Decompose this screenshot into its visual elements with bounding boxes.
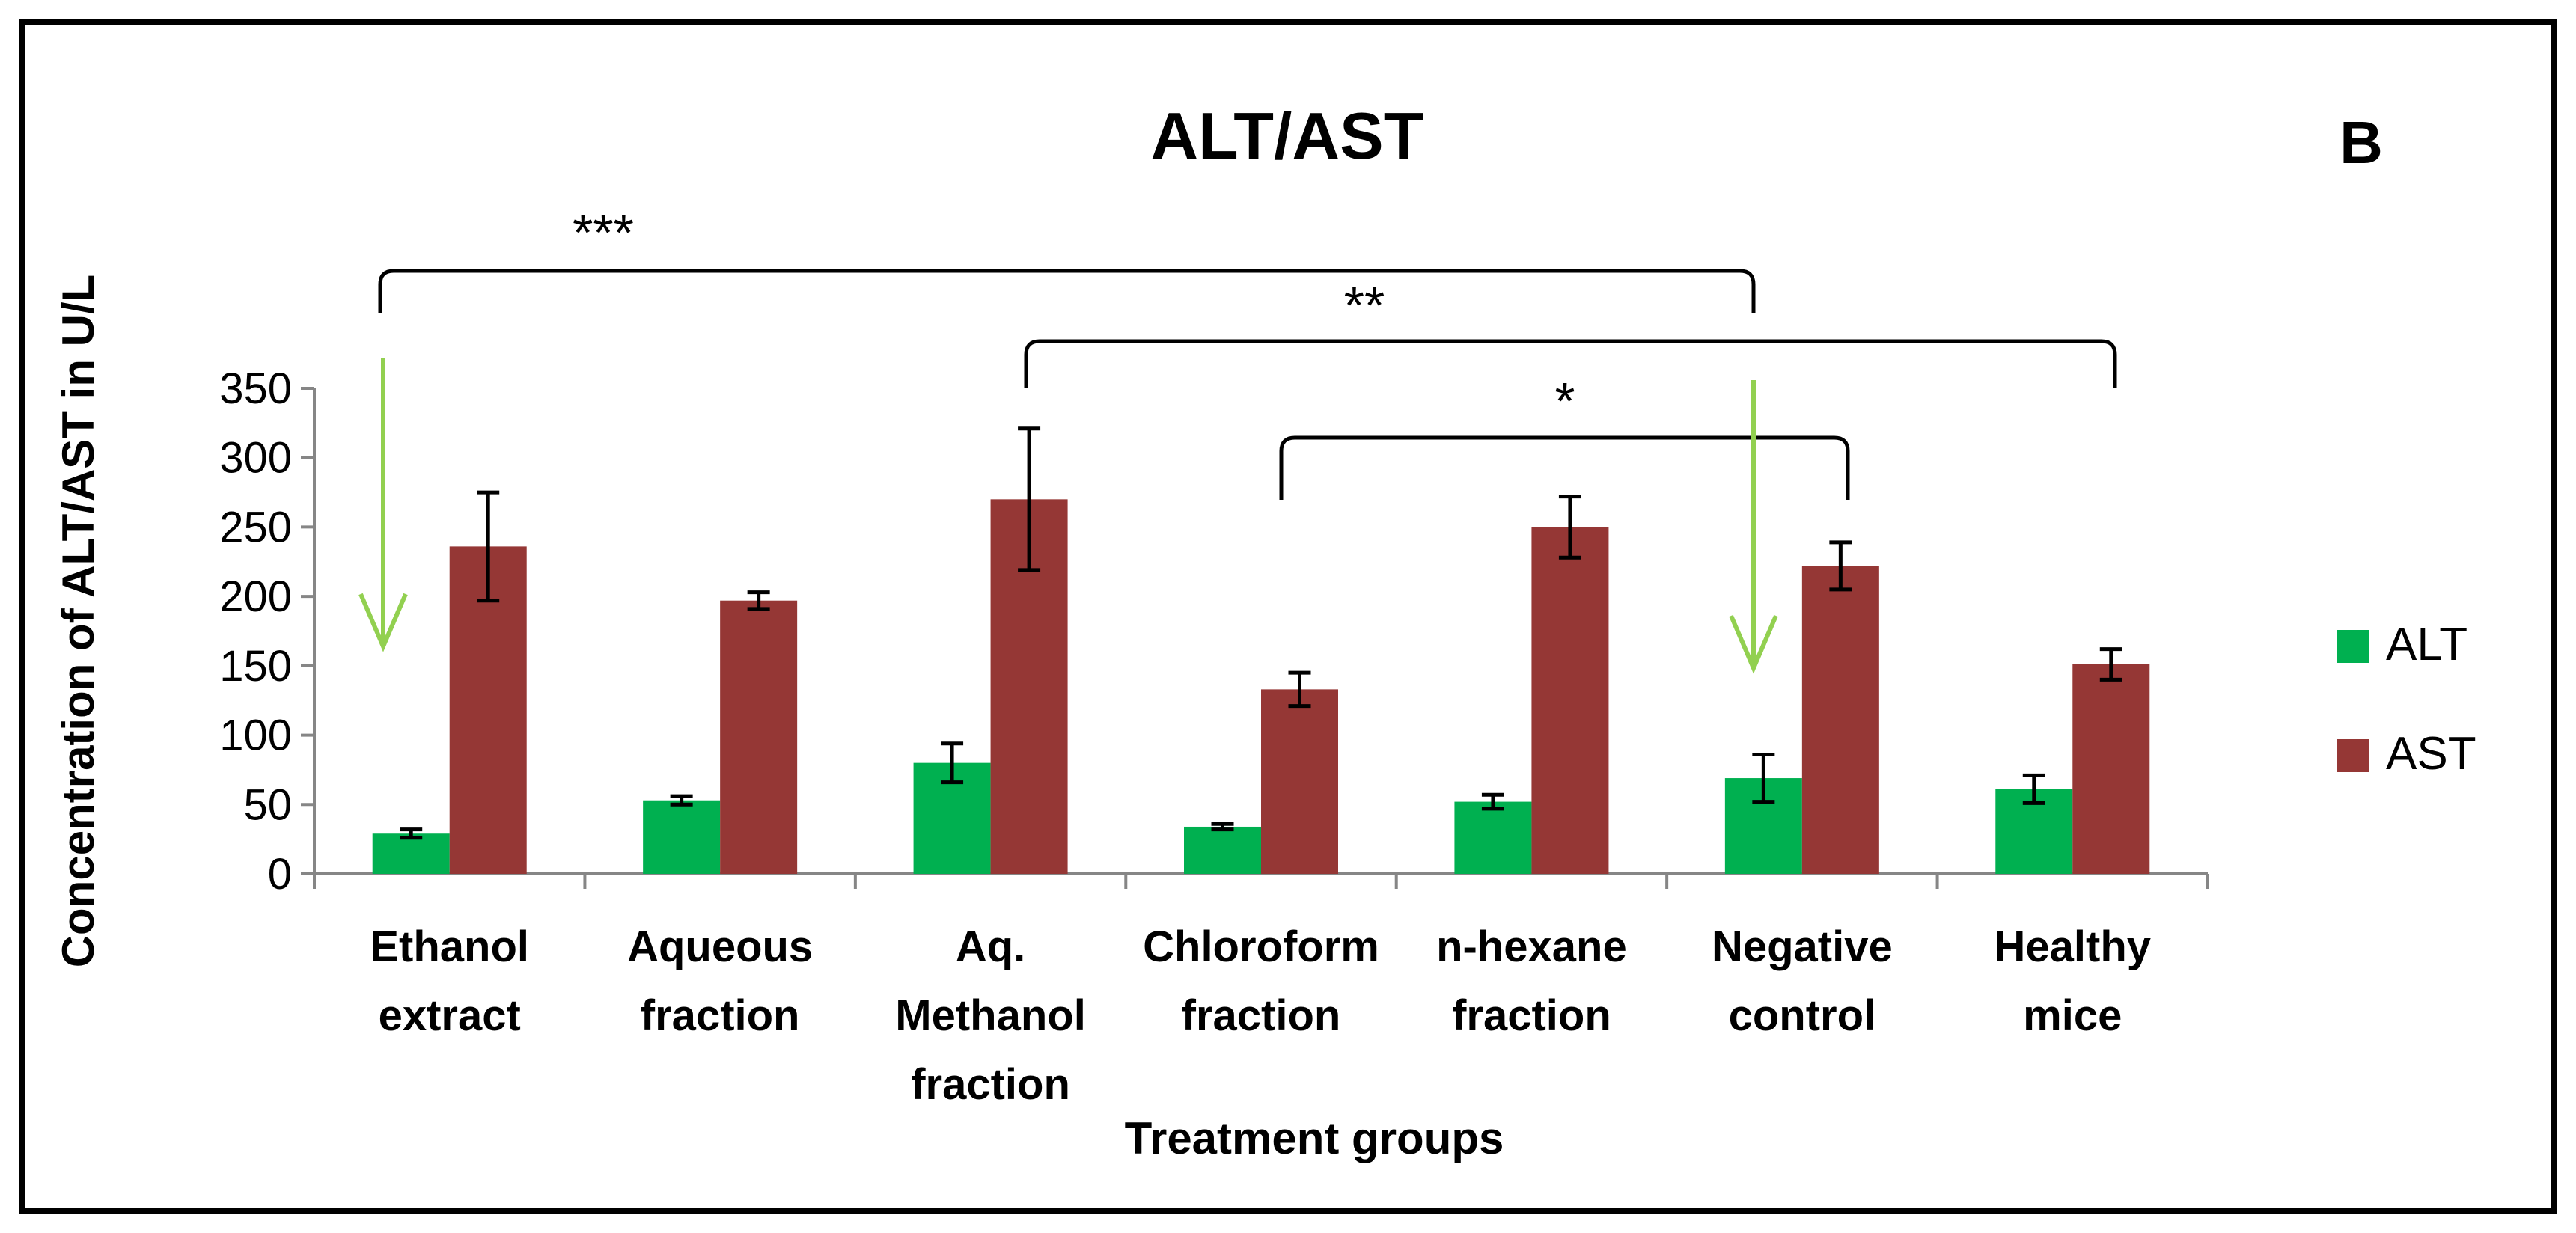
bar-alt bbox=[372, 833, 450, 874]
legend-swatch bbox=[2337, 630, 2369, 663]
x-tick-label: Ethanol extract bbox=[370, 923, 529, 1040]
error-bar bbox=[1211, 822, 1234, 832]
x-tick-label: Healthy mice bbox=[1994, 923, 2152, 1040]
y-tick-label: 250 bbox=[219, 503, 292, 551]
y-axis-label: Concentration of ALT/AST in U/L bbox=[53, 275, 103, 968]
error-bar bbox=[477, 490, 500, 603]
bars bbox=[372, 426, 2150, 874]
x-tick-label: Aq. Methanol fraction bbox=[895, 923, 1086, 1109]
bar-ast bbox=[720, 600, 798, 874]
x-tick-label: n-hexane fraction bbox=[1436, 923, 1627, 1040]
legend-swatch bbox=[2337, 739, 2369, 772]
significance-bracket: * bbox=[1279, 372, 1850, 500]
y-tick-label: 50 bbox=[243, 780, 292, 829]
legend-item-alt: ALT bbox=[2337, 619, 2467, 670]
error-bar bbox=[1481, 792, 1504, 811]
legend-label: ALT bbox=[2386, 619, 2467, 670]
significance-label: ** bbox=[1344, 276, 1385, 334]
x-tick-label: Aqueous fraction bbox=[627, 923, 813, 1040]
bar-ast bbox=[1531, 527, 1609, 874]
bar-ast bbox=[2072, 664, 2150, 874]
x-tick-label: Chloroform fraction bbox=[1143, 923, 1379, 1040]
y-tick-label: 200 bbox=[219, 572, 292, 621]
axes: 0 50 100 150 200 250 300 350 Ethanol extract Aqueo… bbox=[219, 364, 2209, 1109]
error-bar bbox=[1288, 670, 1311, 709]
bar-alt bbox=[1454, 801, 1532, 874]
error-bar bbox=[1829, 540, 1852, 592]
figure-frame bbox=[19, 19, 2557, 1214]
error-bar bbox=[1018, 426, 1041, 572]
y-tick-label: 350 bbox=[219, 364, 292, 413]
bar-ast bbox=[1261, 689, 1338, 874]
y-tick-label: 0 bbox=[268, 850, 292, 899]
significance-label: * bbox=[1554, 372, 1575, 430]
y-tick-label: 300 bbox=[219, 434, 292, 483]
bar-alt bbox=[643, 800, 721, 874]
error-bar bbox=[941, 741, 964, 785]
error-bar bbox=[2022, 773, 2045, 805]
y-tick-label: 150 bbox=[219, 642, 292, 691]
chart-title: ALT/AST bbox=[1151, 99, 1424, 173]
error-bar bbox=[400, 827, 423, 840]
error-bar bbox=[1752, 753, 1775, 804]
error-bar bbox=[2099, 647, 2122, 682]
annotation-arrow bbox=[1729, 380, 1778, 674]
bar-ast bbox=[1801, 566, 1879, 874]
legend-item-ast: AST bbox=[2337, 728, 2476, 780]
error-bar bbox=[1558, 495, 1581, 560]
legend: ALT AST bbox=[2337, 619, 2476, 780]
panel-label: B bbox=[2340, 109, 2383, 176]
significance-label: *** bbox=[573, 204, 634, 262]
y-tick-label: 100 bbox=[219, 712, 292, 760]
legend-label: AST bbox=[2386, 728, 2476, 780]
annotation-arrow bbox=[358, 358, 408, 652]
x-tick-label: Negative control bbox=[1712, 923, 1893, 1040]
significance-bracket: ** bbox=[1024, 276, 2117, 388]
significance-bracket: *** bbox=[378, 204, 1756, 313]
annotations: ****** bbox=[358, 204, 2117, 674]
bar-alt bbox=[1184, 826, 1261, 874]
x-axis-label: Treatment groups bbox=[1125, 1113, 1504, 1163]
error-bar bbox=[747, 590, 770, 611]
error-bar bbox=[670, 794, 693, 807]
